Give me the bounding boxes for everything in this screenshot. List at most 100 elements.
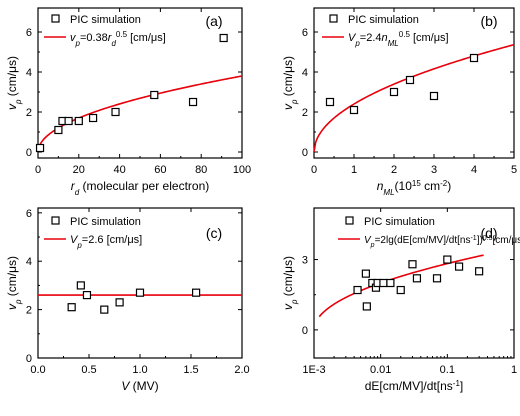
data-point <box>475 267 484 276</box>
y-tick-label: 6 <box>302 27 308 39</box>
x-tick-label: 1 <box>511 364 517 376</box>
legend-marker <box>51 216 60 225</box>
fit-line <box>313 43 515 153</box>
y-tick-label: 4 <box>26 256 32 268</box>
panel-label: (c) <box>206 225 222 241</box>
y-axis-label: vp (cm/μs) <box>281 56 299 110</box>
fit-line <box>318 254 484 318</box>
data-point <box>325 97 335 107</box>
data-point <box>396 285 405 295</box>
legend-label-fit: vp=0.38rd0.5 [cm/μs] <box>70 30 166 48</box>
legend-label-points: PIC simulation <box>364 216 435 228</box>
plot-frame <box>313 207 515 359</box>
x-tick-label: 4 <box>471 164 477 176</box>
legend-label-points: PIC simulation <box>348 14 419 26</box>
data-point <box>67 303 76 312</box>
data-point <box>150 90 159 100</box>
x-tick-label: 0.1 <box>440 364 455 376</box>
x-tick-label: 1.0 <box>132 364 147 376</box>
data-point <box>349 105 359 115</box>
x-tick-label: 80 <box>195 164 207 176</box>
x-tick-label: 0.5 <box>81 364 96 376</box>
data-point <box>469 53 479 63</box>
data-point <box>454 262 464 271</box>
y-axis-label: vp (cm/μs) <box>5 56 23 110</box>
y-tick-label: 2 <box>302 107 308 119</box>
y-tick-label: 0 <box>26 353 32 365</box>
data-point <box>219 33 228 43</box>
data-point <box>443 255 452 264</box>
y-tick-label: 6 <box>26 27 32 39</box>
legend-label-points: PIC simulation <box>70 216 141 228</box>
legend-label-fit: Vp=2.6 [cm/μs] <box>70 234 142 250</box>
data-point <box>54 125 63 135</box>
y-tick-label: 2 <box>26 107 32 119</box>
legend-label-fit: Vp=2.4nML0.5 [cm/μs] <box>348 30 449 48</box>
legend-marker <box>329 14 338 23</box>
x-tick-label: 0.01 <box>370 364 391 376</box>
panel-label: (a) <box>205 13 222 29</box>
legend: PIC simulation Vp=2.6 [cm/μs] <box>44 216 142 250</box>
x-axis-label: dE[cm/MV]/dt[ns-1] <box>365 379 464 394</box>
data-point <box>64 116 73 126</box>
y-axis-label: vp (cm/μs) <box>281 256 299 310</box>
data-point <box>429 91 439 101</box>
plot-frame <box>37 7 243 159</box>
fit-line <box>37 75 243 153</box>
y-tick-label: 4 <box>26 67 32 79</box>
y-tick-label: 2 <box>26 305 32 317</box>
panel-label: (b) <box>480 13 497 29</box>
y-tick-label: 3 <box>302 255 308 267</box>
data-point <box>432 274 442 283</box>
data-point <box>88 113 98 123</box>
x-tick-label: 0 <box>311 164 317 176</box>
data-point <box>362 302 371 311</box>
panel-b: 0 1 2 3 4 5 0 2 4 6 nML(1015 cm-2) vp (cm/μs) PIC si… <box>281 7 517 197</box>
legend-marker <box>51 14 60 23</box>
data-point <box>379 278 388 288</box>
x-tick-label: 0.0 <box>30 364 45 376</box>
legend-label-points: PIC simulation <box>70 14 141 26</box>
y-tick-label: 6 <box>26 208 32 220</box>
data-point <box>188 97 198 107</box>
data-point <box>35 143 45 153</box>
x-tick-label: 5 <box>511 164 517 176</box>
panel-d: 1E-3 0.01 0.1 1 0 3 dE[cm/MV]/dt[ns-1] vp (cm/μ… <box>281 207 520 394</box>
data-point <box>361 269 370 278</box>
x-tick-label: 40 <box>113 164 125 176</box>
legend: PIC simulation Vp=2lg(dE[cm/MV]/dt[ns-1])… <box>338 216 520 249</box>
x-axis-label: rd (molecular per electron) <box>71 179 210 197</box>
panel-label: (d) <box>480 225 497 241</box>
data-point <box>405 75 415 85</box>
x-axis-label: nML(1015 cm-2) <box>377 179 452 197</box>
data-point <box>82 290 92 300</box>
x-tick-label: 2.0 <box>234 364 249 376</box>
x-tick-label: 0 <box>35 164 41 176</box>
x-tick-label: 1.5 <box>183 364 198 376</box>
data-point <box>353 285 362 295</box>
data-point <box>74 116 83 126</box>
data-point <box>111 107 120 117</box>
x-tick-label: 100 <box>233 164 251 176</box>
data-point <box>115 298 124 307</box>
y-tick-label: 4 <box>302 67 308 79</box>
legend: PIC simulation Vp=2.4nML0.5 [cm/μs] <box>322 14 449 48</box>
data-point <box>135 288 145 297</box>
y-tick-label: 0 <box>26 147 32 159</box>
legend: PIC simulation vp=0.38rd0.5 [cm/μs] <box>44 14 166 48</box>
panel-a: 0 20 40 60 80 100 0 2 4 6 rd (molecular per electr… <box>5 7 251 197</box>
x-axis-label: V (MV) <box>121 379 158 393</box>
panel-c: 0.0 0.5 1.0 1.5 2.0 0 2 4 6 V (MV) vp (cm/μs) PIC s… <box>5 207 250 393</box>
y-tick-label: 0 <box>302 147 308 159</box>
y-axis-label: vp (cm/μs) <box>5 256 23 310</box>
x-tick-label: 1 <box>351 164 357 176</box>
x-tick-label: 3 <box>431 164 437 176</box>
x-tick-label: 20 <box>73 164 85 176</box>
x-tick-label: 1E-3 <box>302 364 325 376</box>
data-point <box>389 87 399 97</box>
legend-marker <box>345 216 354 225</box>
data-point <box>412 274 422 283</box>
data-point <box>408 260 417 269</box>
data-point <box>192 288 201 297</box>
